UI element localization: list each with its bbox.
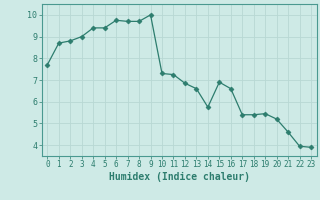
X-axis label: Humidex (Indice chaleur): Humidex (Indice chaleur) [109, 172, 250, 182]
